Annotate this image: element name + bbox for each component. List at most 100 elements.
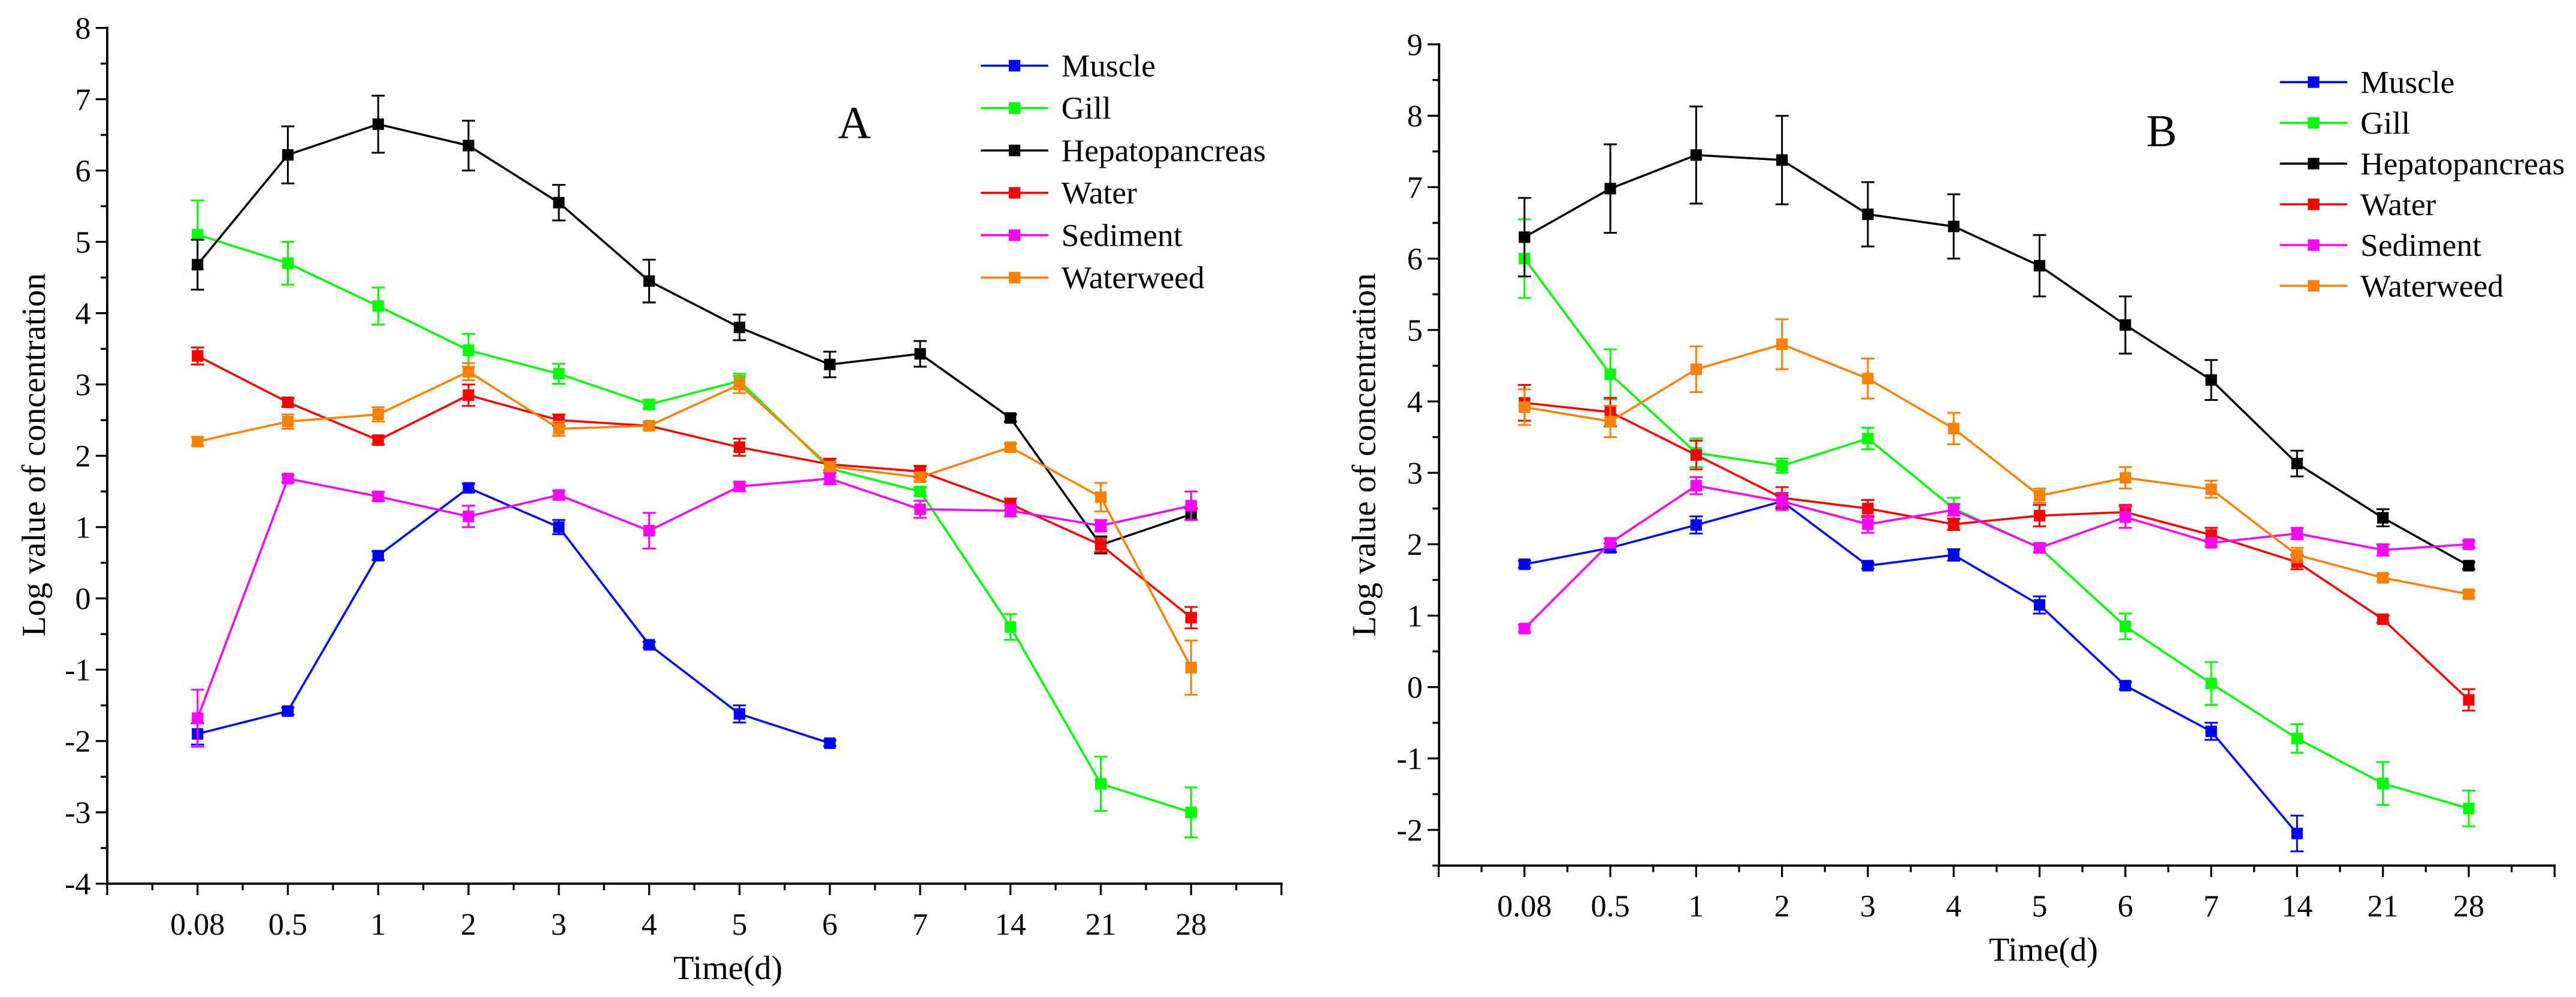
chart-a-legend-marker-sediment <box>1008 229 1021 241</box>
chart-b-point-sediment <box>1519 623 1531 635</box>
chart-b-line-muscle <box>1524 500 2298 835</box>
chart-a-point-sediment <box>372 490 384 503</box>
chart-a-legend-label-water: Water <box>1062 175 1137 211</box>
chart-b-point-hepatopancreas <box>1862 209 1874 220</box>
chart-a-point-hepatopancreas <box>372 118 384 130</box>
chart-a-point-hepatopancreas <box>643 275 655 287</box>
chart-a-point-waterweed <box>914 471 926 484</box>
chart-a-panel-label: A <box>838 97 871 148</box>
chart-a-xtick-label: 28 <box>1175 908 1207 942</box>
chart-b-point-hepatopancreas <box>1519 231 1531 243</box>
chart-b-point-hepatopancreas <box>1690 149 1702 161</box>
chart-b-legend-marker-waterweed <box>2308 280 2320 292</box>
chart-a-ytick-label: 8 <box>75 11 91 46</box>
chart-b-xtick-label: 2 <box>1774 890 1790 924</box>
chart-b-point-water <box>1862 503 1874 515</box>
chart-b-point-water <box>2463 694 2475 706</box>
chart-a-point-gill <box>282 257 294 269</box>
chart-b-xtick-label: 3 <box>1860 890 1876 924</box>
chart-a-xtick-label: 6 <box>822 908 837 942</box>
chart-a-ytick-label: 3 <box>75 368 91 403</box>
chart-b-xtick-label: 14 <box>2281 890 2312 924</box>
chart-a-xtick-label: 0.08 <box>170 908 225 942</box>
chart-b-point-water <box>2033 510 2046 522</box>
chart-b-point-waterweed <box>2205 483 2217 496</box>
chart-a-xtick-label: 0.5 <box>268 908 307 942</box>
chart-b-point-muscle <box>2291 827 2303 839</box>
chart-b-ytick-label: 3 <box>1407 457 1423 491</box>
chart-b-xtick-label: 6 <box>2118 890 2133 924</box>
chart-b-legend-marker-muscle <box>2308 76 2320 88</box>
chart-b-point-muscle <box>1948 549 1960 561</box>
chart-a-point-muscle <box>372 549 384 561</box>
chart-a-point-waterweed <box>372 409 384 421</box>
chart-a-point-sediment <box>733 481 745 493</box>
chart-b-point-sediment <box>2033 542 2046 554</box>
chart-a-legend-marker-hepatopancreas <box>1008 144 1021 156</box>
chart-a-point-hepatopancreas <box>192 259 204 271</box>
chart-b-ytick-label: -1 <box>1396 742 1422 777</box>
chart-a-line-sediment <box>196 478 1192 719</box>
chart-b-ytick-label: 8 <box>1407 99 1423 134</box>
chart-b-point-water <box>1948 518 1960 530</box>
chart-a-legend-marker-muscle <box>1008 60 1021 72</box>
chart-a-point-hepatopancreas <box>914 348 926 360</box>
chart-a-point-sediment <box>462 510 474 522</box>
chart-a-point-waterweed <box>824 460 836 473</box>
chart-b-legend-marker-hepatopancreas <box>2308 158 2320 170</box>
chart-a-legend-label-waterweed: Waterweed <box>1062 259 1205 295</box>
chart-b-x-axis-title: Time(d) <box>1989 932 2098 969</box>
chart-b-point-water <box>2377 613 2389 626</box>
chart-a-point-gill <box>553 368 565 380</box>
chart-a-legend-label-sediment: Sediment <box>1062 217 1183 253</box>
chart-b-point-muscle <box>1862 560 1874 572</box>
chart-b-point-muscle <box>2120 679 2131 691</box>
chart-b-line-waterweed <box>1524 343 2469 596</box>
chart-a-y-axis-title: Log value of concentration <box>16 273 53 637</box>
chart-b: -2 -1 0 1 2 3 4 5 6 7 8 9 0.08 0.5 1 2 3 4 5 6 7 14 21 28 Time(d… <box>1346 28 2565 969</box>
chart-b-xtick-label: 5 <box>2031 890 2047 924</box>
chart-a-ytick-label: 6 <box>75 154 91 188</box>
chart-b-y-axis-title: Log value of concentration <box>1346 273 1383 637</box>
chart-b-ytick-label: -2 <box>1396 814 1422 848</box>
chart-a: -4 -3 -2 -1 0 1 2 3 4 5 6 7 8 0.08 0.5 1 2 3 4 5 6 7 14 21 28 Tim… <box>16 11 1283 987</box>
chart-a-point-muscle <box>462 482 474 494</box>
chart-a-point-hepatopancreas <box>553 197 565 209</box>
chart-b-point-muscle <box>1519 558 1531 570</box>
chart-a-point-waterweed <box>462 365 474 377</box>
chart-a-point-waterweed <box>282 416 294 428</box>
chart-b-legend-label-water: Water <box>2360 186 2436 222</box>
chart-b-point-sediment <box>2291 527 2303 540</box>
chart-a-point-sediment <box>824 473 836 485</box>
chart-b-point-sediment <box>1776 496 1788 507</box>
chart-b-legend-label-hepatopancreas: Hepatopancreas <box>2360 146 2565 182</box>
chart-a-ytick-label: -1 <box>65 654 90 688</box>
chart-b-point-hepatopancreas <box>2205 374 2217 386</box>
chart-a-xtick-label: 7 <box>912 908 928 942</box>
chart-b-ytick-label: 4 <box>1407 385 1423 419</box>
chart-b-legend-marker-sediment <box>2308 239 2320 251</box>
chart-b-line-sediment <box>1523 484 2469 630</box>
chart-b-legend-marker-gill <box>2308 117 2320 129</box>
chart-a-point-gill <box>462 344 474 356</box>
chart-a-ytick-label: -2 <box>65 725 90 759</box>
chart-b-point-sediment <box>1862 518 1874 530</box>
chart-a-point-sediment <box>1005 504 1017 516</box>
chart-b-point-gill <box>2120 620 2131 633</box>
chart-b-line-water <box>1524 401 2470 701</box>
chart-a-point-sediment <box>553 489 565 501</box>
chart-b-legend-label-gill: Gill <box>2360 105 2410 141</box>
chart-b-ytick-label: 5 <box>1407 314 1423 348</box>
chart-a-point-water <box>462 389 474 401</box>
chart-b-legend-label-waterweed: Waterweed <box>2360 268 2504 304</box>
chart-b-point-sediment <box>1948 504 1960 516</box>
chart-a-point-waterweed <box>733 379 745 391</box>
chart-b-xtick-label: 4 <box>1946 890 1961 924</box>
chart-a-point-gill <box>192 229 204 241</box>
chart-a-point-gill <box>372 300 384 312</box>
chart-b-legend-label-muscle: Muscle <box>2360 64 2454 100</box>
chart-b-point-hepatopancreas <box>2291 458 2303 470</box>
chart-a-point-hepatopancreas <box>462 140 474 152</box>
chart-a-ytick-label: -3 <box>65 796 90 830</box>
